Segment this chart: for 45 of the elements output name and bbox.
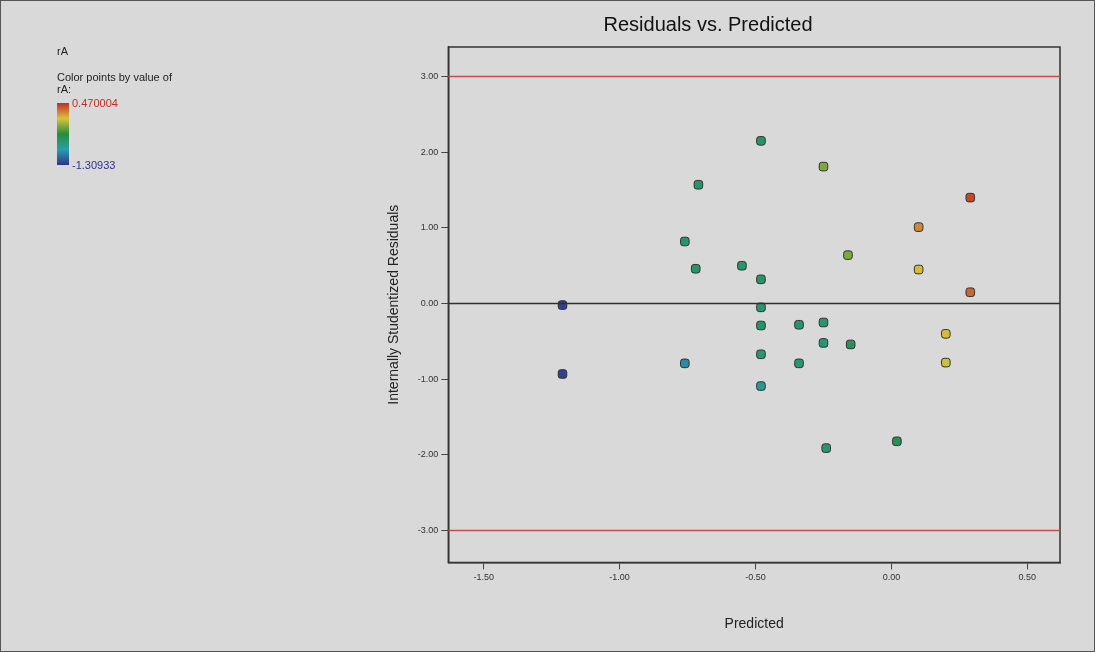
point	[821, 443, 831, 453]
point	[913, 222, 924, 232]
text: Color points by value of rA:	[57, 71, 173, 95]
x-tick-label: -0.50	[745, 572, 766, 583]
y-tick-label: -2.00	[417, 449, 439, 460]
y-tick-label: 2.00	[420, 146, 439, 157]
point	[892, 436, 902, 447]
color-bar-label: 0.470004	[72, 97, 118, 109]
chart-title: Residuals vs. Predicted	[603, 12, 813, 35]
point	[756, 381, 766, 391]
point	[756, 136, 766, 146]
point	[794, 358, 804, 369]
point	[557, 369, 568, 379]
text: rA	[57, 45, 69, 57]
point	[756, 349, 766, 360]
point	[794, 319, 804, 330]
point	[965, 287, 976, 297]
point	[693, 179, 704, 190]
point	[941, 357, 951, 368]
y-tick-label: 3.00	[420, 71, 439, 81]
point	[818, 338, 829, 348]
point	[843, 250, 853, 260]
x-axis-title: Predicted	[724, 615, 784, 632]
point	[756, 274, 766, 285]
point	[965, 192, 976, 203]
y-axis-title: Internally Studentized Residuals	[385, 204, 402, 405]
y-tick-label: 1.00	[420, 222, 439, 233]
x-tick-label: -1.00	[609, 572, 630, 583]
y-tick-label: -3.00	[417, 525, 439, 536]
x-tick-label: -1.50	[473, 572, 494, 583]
point	[818, 161, 829, 172]
point	[680, 358, 690, 369]
point	[680, 236, 690, 247]
y-tick-label: -1.00	[417, 373, 439, 384]
point	[845, 339, 856, 350]
point	[737, 260, 747, 271]
point	[941, 329, 951, 339]
point	[818, 317, 829, 328]
y-tick-label: 0.00	[420, 298, 439, 309]
point	[756, 320, 766, 331]
color-bar-label: -1.30933	[72, 159, 116, 171]
x-tick-label: 0.50	[1018, 572, 1037, 583]
point	[690, 263, 701, 274]
x-tick-label: 0.00	[882, 572, 901, 583]
point	[913, 264, 924, 275]
